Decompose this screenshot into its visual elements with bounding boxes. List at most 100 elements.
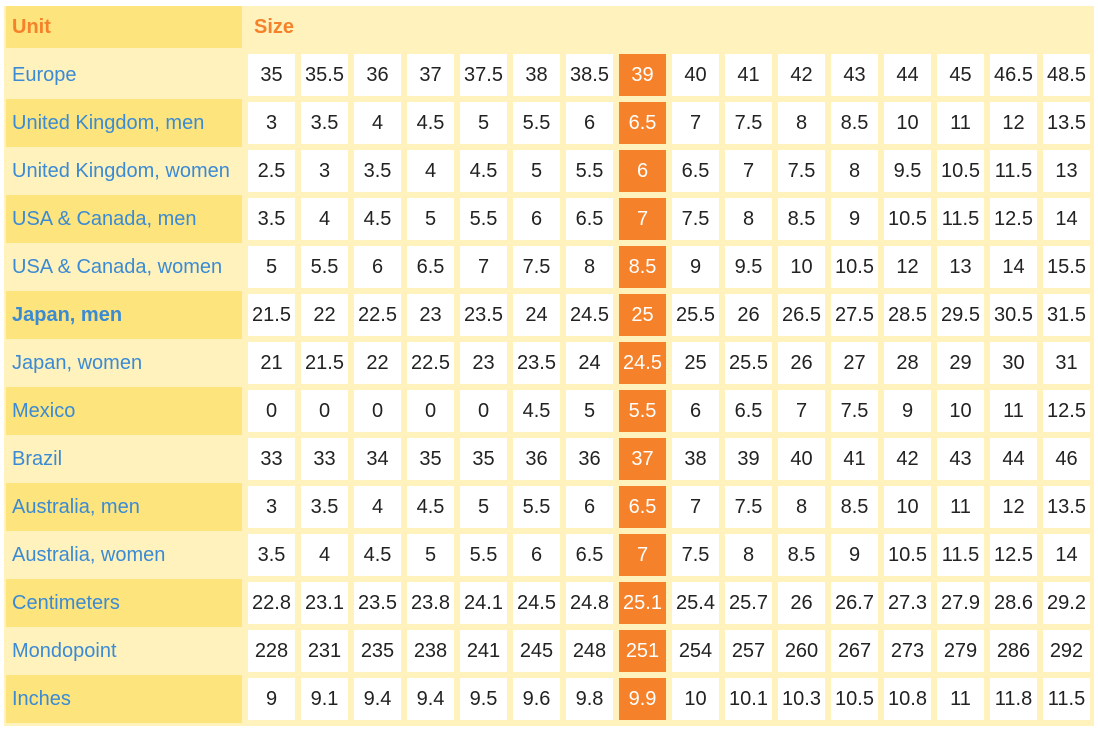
size-cell[interactable]: 5.5 <box>301 246 348 288</box>
row-label[interactable]: United Kingdom, men <box>6 99 242 147</box>
size-cell[interactable]: 27.5 <box>831 294 878 336</box>
size-cell[interactable]: 25.7 <box>725 582 772 624</box>
size-cell-highlighted[interactable]: 24.5 <box>619 342 666 384</box>
size-cell-highlighted[interactable]: 7 <box>619 198 666 240</box>
size-cell[interactable]: 8 <box>831 150 878 192</box>
size-cell[interactable]: 0 <box>460 390 507 432</box>
size-cell[interactable]: 8.5 <box>778 198 825 240</box>
size-cell[interactable]: 29 <box>937 342 984 384</box>
size-cell[interactable]: 0 <box>354 390 401 432</box>
size-cell[interactable]: 7.5 <box>513 246 560 288</box>
size-cell[interactable]: 14 <box>1043 198 1090 240</box>
size-cell[interactable]: 41 <box>831 438 878 480</box>
size-cell[interactable]: 25.5 <box>672 294 719 336</box>
size-cell[interactable]: 24.5 <box>566 294 613 336</box>
size-cell[interactable]: 6.5 <box>566 534 613 576</box>
size-cell[interactable]: 46 <box>1043 438 1090 480</box>
size-cell[interactable]: 37.5 <box>460 54 507 96</box>
size-cell[interactable]: 10.5 <box>884 198 931 240</box>
size-cell[interactable]: 27 <box>831 342 878 384</box>
size-cell[interactable]: 235 <box>354 630 401 672</box>
size-cell[interactable]: 4 <box>354 486 401 528</box>
size-cell[interactable]: 23.8 <box>407 582 454 624</box>
size-cell[interactable]: 45 <box>937 54 984 96</box>
size-cell[interactable]: 29.5 <box>937 294 984 336</box>
size-cell[interactable]: 25.4 <box>672 582 719 624</box>
size-cell[interactable]: 30.5 <box>990 294 1037 336</box>
size-cell-highlighted[interactable]: 8.5 <box>619 246 666 288</box>
size-cell[interactable]: 10.8 <box>884 678 931 720</box>
size-cell[interactable]: 31 <box>1043 342 1090 384</box>
row-label[interactable]: Centimeters <box>6 579 242 627</box>
size-cell[interactable]: 254 <box>672 630 719 672</box>
size-cell[interactable]: 7 <box>460 246 507 288</box>
size-cell[interactable]: 11.5 <box>937 198 984 240</box>
size-cell[interactable]: 35 <box>248 54 295 96</box>
size-cell[interactable]: 25.5 <box>725 342 772 384</box>
size-cell[interactable]: 37 <box>407 54 454 96</box>
size-cell[interactable]: 42 <box>884 438 931 480</box>
size-cell[interactable]: 21.5 <box>301 342 348 384</box>
size-cell[interactable]: 5 <box>566 390 613 432</box>
size-cell[interactable]: 38 <box>513 54 560 96</box>
row-label[interactable]: USA & Canada, women <box>12 255 223 278</box>
size-cell[interactable]: 46.5 <box>990 54 1037 96</box>
size-cell[interactable]: 6 <box>566 102 613 144</box>
size-cell-highlighted[interactable]: 251 <box>619 630 666 672</box>
size-cell[interactable]: 4 <box>301 534 348 576</box>
size-cell[interactable]: 28 <box>884 342 931 384</box>
size-cell[interactable]: 34 <box>354 438 401 480</box>
size-cell[interactable]: 9.4 <box>407 678 454 720</box>
size-cell[interactable]: 23 <box>407 294 454 336</box>
size-cell-highlighted[interactable]: 9.9 <box>619 678 666 720</box>
size-cell[interactable]: 10 <box>884 102 931 144</box>
size-cell[interactable]: 10 <box>884 486 931 528</box>
size-cell[interactable]: 6 <box>672 390 719 432</box>
size-cell[interactable]: 21 <box>248 342 295 384</box>
size-cell[interactable]: 267 <box>831 630 878 672</box>
size-cell[interactable]: 9.6 <box>513 678 560 720</box>
size-cell[interactable]: 21.5 <box>248 294 295 336</box>
size-cell[interactable]: 0 <box>301 390 348 432</box>
size-cell[interactable]: 13.5 <box>1043 102 1090 144</box>
size-cell[interactable]: 36 <box>354 54 401 96</box>
size-cell[interactable]: 10.5 <box>937 150 984 192</box>
size-cell[interactable]: 23.5 <box>513 342 560 384</box>
size-cell[interactable]: 11 <box>937 486 984 528</box>
size-cell[interactable]: 23.5 <box>460 294 507 336</box>
row-label[interactable]: Mondopoint <box>12 639 117 662</box>
size-cell[interactable]: 30 <box>990 342 1037 384</box>
size-cell[interactable]: 22 <box>301 294 348 336</box>
size-cell[interactable]: 10.1 <box>725 678 772 720</box>
size-cell[interactable]: 41 <box>725 54 772 96</box>
size-cell[interactable]: 5 <box>460 486 507 528</box>
size-cell[interactable]: 11 <box>990 390 1037 432</box>
size-cell[interactable]: 9 <box>248 678 295 720</box>
size-cell[interactable]: 13.5 <box>1043 486 1090 528</box>
size-cell[interactable]: 23 <box>460 342 507 384</box>
row-label[interactable]: Japan, men <box>6 291 242 339</box>
size-cell[interactable]: 9.5 <box>725 246 772 288</box>
size-cell[interactable]: 9 <box>831 198 878 240</box>
size-cell[interactable]: 11 <box>937 102 984 144</box>
size-cell[interactable]: 7.5 <box>725 102 772 144</box>
size-cell[interactable]: 39 <box>725 438 772 480</box>
size-cell[interactable]: 7 <box>778 390 825 432</box>
size-cell[interactable]: 3 <box>248 102 295 144</box>
size-cell-highlighted[interactable]: 37 <box>619 438 666 480</box>
size-cell[interactable]: 228 <box>248 630 295 672</box>
size-cell-highlighted[interactable]: 6.5 <box>619 102 666 144</box>
size-cell[interactable]: 8 <box>778 486 825 528</box>
size-cell[interactable]: 27.9 <box>937 582 984 624</box>
size-cell[interactable]: 22 <box>354 342 401 384</box>
size-cell[interactable]: 4.5 <box>354 198 401 240</box>
size-cell[interactable]: 35.5 <box>301 54 348 96</box>
size-cell[interactable]: 5 <box>513 150 560 192</box>
size-cell[interactable]: 9.5 <box>884 150 931 192</box>
size-cell[interactable]: 13 <box>937 246 984 288</box>
size-cell[interactable]: 260 <box>778 630 825 672</box>
size-cell[interactable]: 28.6 <box>990 582 1037 624</box>
row-label[interactable]: Japan, women <box>12 351 143 374</box>
size-cell[interactable]: 238 <box>407 630 454 672</box>
size-cell[interactable]: 11.5 <box>1043 678 1090 720</box>
